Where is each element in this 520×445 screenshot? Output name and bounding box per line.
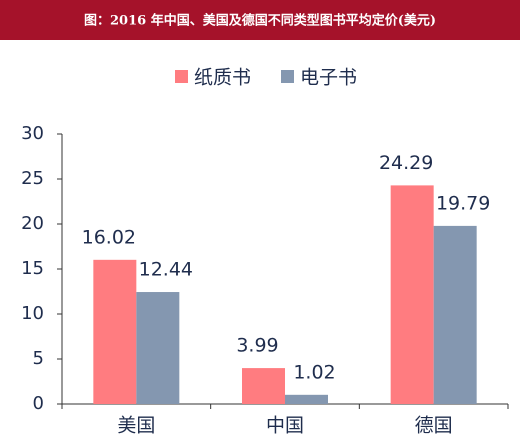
title-banner xyxy=(0,0,520,40)
legend-label: 电子书 xyxy=(300,67,357,89)
legend-swatch xyxy=(281,70,294,83)
y-tick-label: 5 xyxy=(33,348,44,369)
y-tick-label: 10 xyxy=(21,303,44,324)
bar xyxy=(433,225,477,404)
value-label: 24.29 xyxy=(379,152,433,174)
chart-title: 图：2016 年中国、美国及德国不同类型图书平均定价(美元) xyxy=(84,13,436,29)
bar xyxy=(242,368,285,404)
y-tick-label: 20 xyxy=(21,213,44,234)
bar xyxy=(285,394,328,404)
value-label: 3.99 xyxy=(236,335,278,357)
legend-label: 纸质书 xyxy=(194,67,251,89)
value-label: 16.02 xyxy=(82,226,136,248)
x-tick-label: 中国 xyxy=(266,415,304,437)
y-tick-label: 25 xyxy=(21,168,44,189)
x-tick-label: 德国 xyxy=(415,415,453,437)
bar xyxy=(136,292,180,404)
value-label: 1.02 xyxy=(293,361,335,383)
x-tick-label: 美国 xyxy=(117,415,155,437)
bar xyxy=(93,259,137,404)
bar xyxy=(390,185,434,404)
legend-swatch xyxy=(175,70,188,83)
value-label: 19.79 xyxy=(436,192,490,214)
y-tick-label: 15 xyxy=(21,258,44,279)
y-tick-label: 30 xyxy=(21,123,44,144)
y-tick-label: 0 xyxy=(33,393,44,414)
value-label: 12.44 xyxy=(139,259,193,281)
